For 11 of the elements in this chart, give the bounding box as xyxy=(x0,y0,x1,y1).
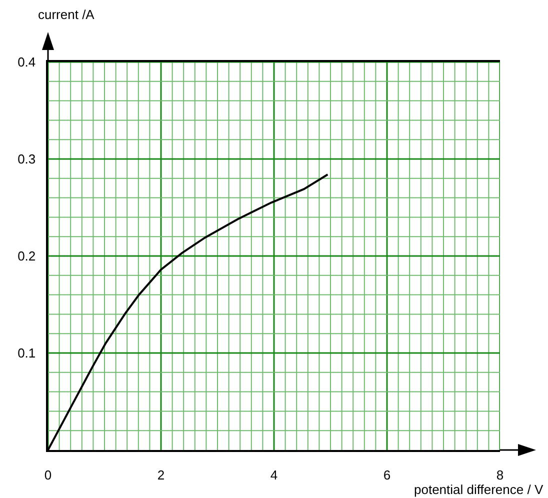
y-tick-label: 0.1 xyxy=(18,346,36,361)
x-axis-title: potential difference / V xyxy=(414,482,544,497)
x-tick-label: 8 xyxy=(496,467,504,482)
y-tick-label: 0.4 xyxy=(18,54,36,70)
y-tick-label: 0.2 xyxy=(18,248,36,264)
x-tick-label: 2 xyxy=(157,467,165,482)
x-tick-label: 0 xyxy=(44,467,52,482)
x-tick-label: 4 xyxy=(270,467,278,482)
y-axis-title: current /A xyxy=(38,7,95,22)
x-tick-label: 6 xyxy=(383,467,391,482)
y-tick-label: 0.3 xyxy=(18,152,36,167)
